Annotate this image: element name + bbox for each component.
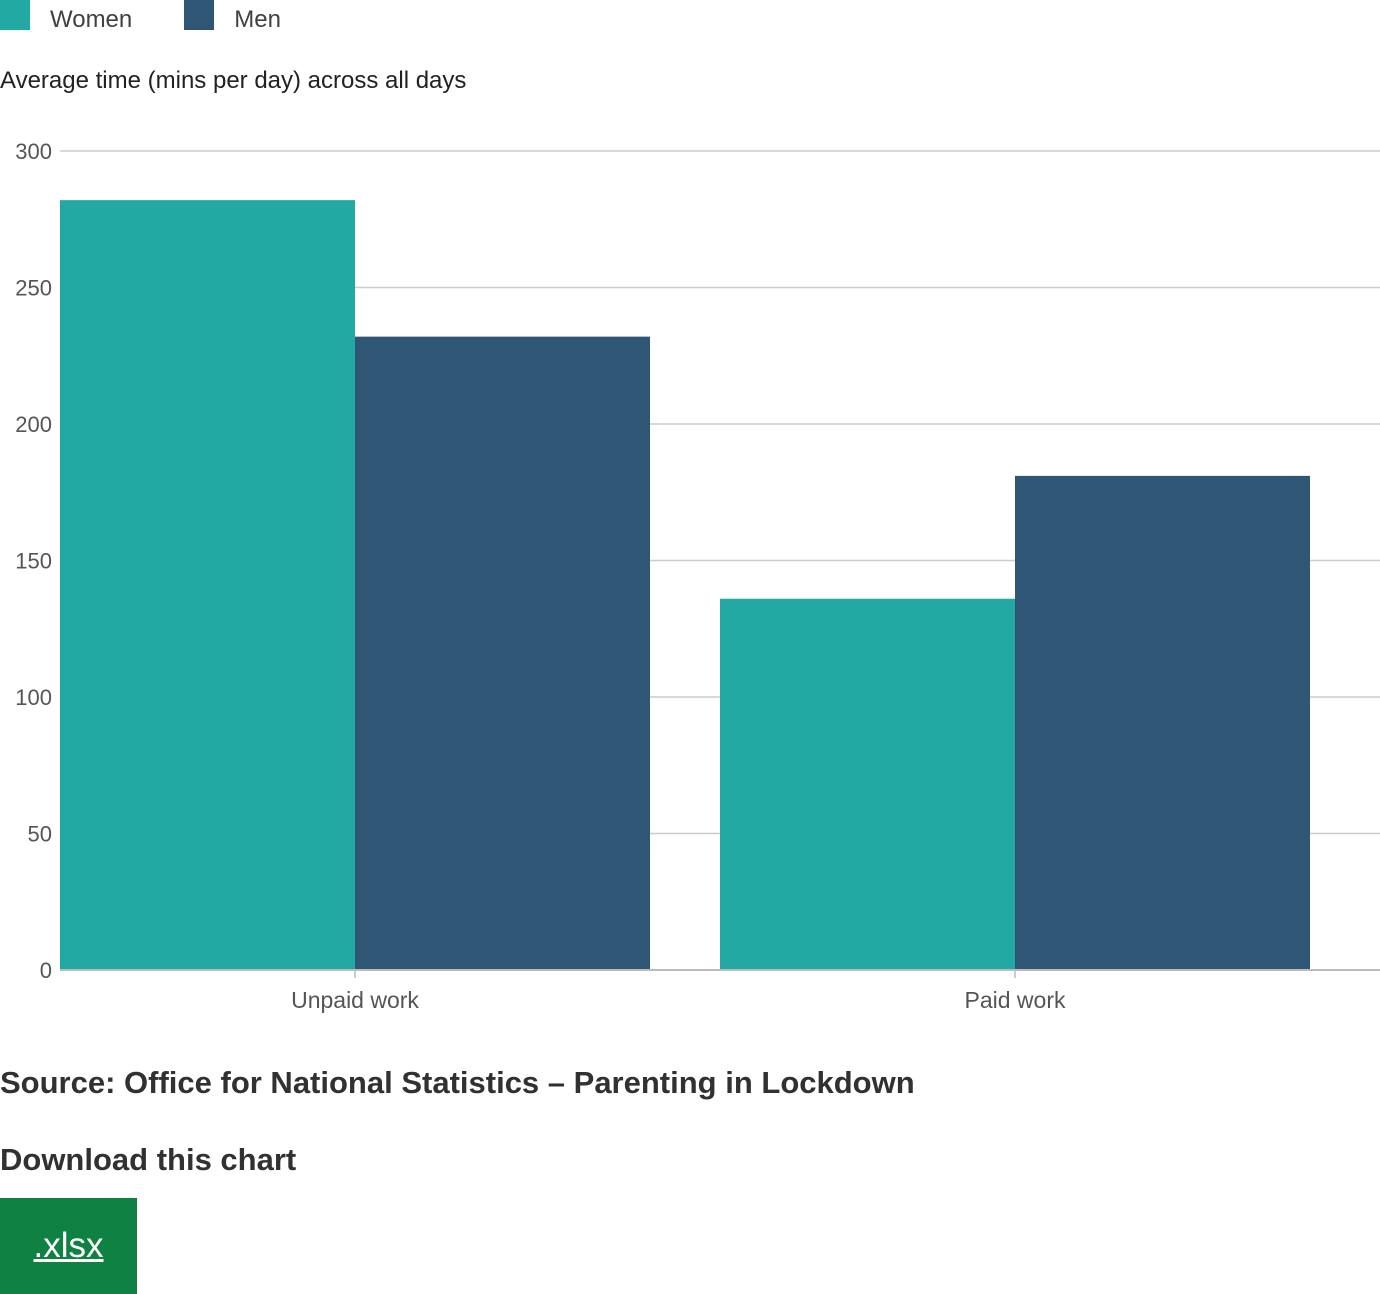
y-tick-label: 50 [28,822,52,847]
legend-item-men: Men [184,0,281,40]
y-axis-label: Average time (mins per day) across all d… [0,67,467,94]
chart-legend: Women Men [0,0,333,40]
bar-men-paid-work [1015,475,1310,970]
bar-women-unpaid-work [60,200,355,970]
bar-women-paid-work [720,598,1015,970]
legend-label-men: Men [234,6,281,33]
legend-label-women: Women [50,6,133,33]
x-tick-label: Paid work [965,987,1066,1013]
y-tick-label: 100 [15,685,52,710]
y-tick-label: 200 [15,412,52,437]
download-xlsx-button[interactable]: .xlsx [0,1198,137,1294]
legend-item-women: Women [0,0,132,40]
y-tick-label: 250 [15,276,52,301]
x-tick-label: Unpaid work [291,987,419,1013]
legend-swatch-women [0,0,30,30]
legend-swatch-men [184,0,215,30]
y-tick-label: 0 [40,958,52,983]
source-note: Source: Office for National Statistics –… [0,1065,915,1100]
bar-chart: 0 50 100 150 200 250 300 Unpaid work Paid work [15,139,1380,1013]
y-tick-label: 150 [15,549,52,574]
bar-men-unpaid-work [355,336,650,970]
y-tick-label: 300 [15,139,52,164]
download-heading: Download this chart [0,1142,297,1177]
